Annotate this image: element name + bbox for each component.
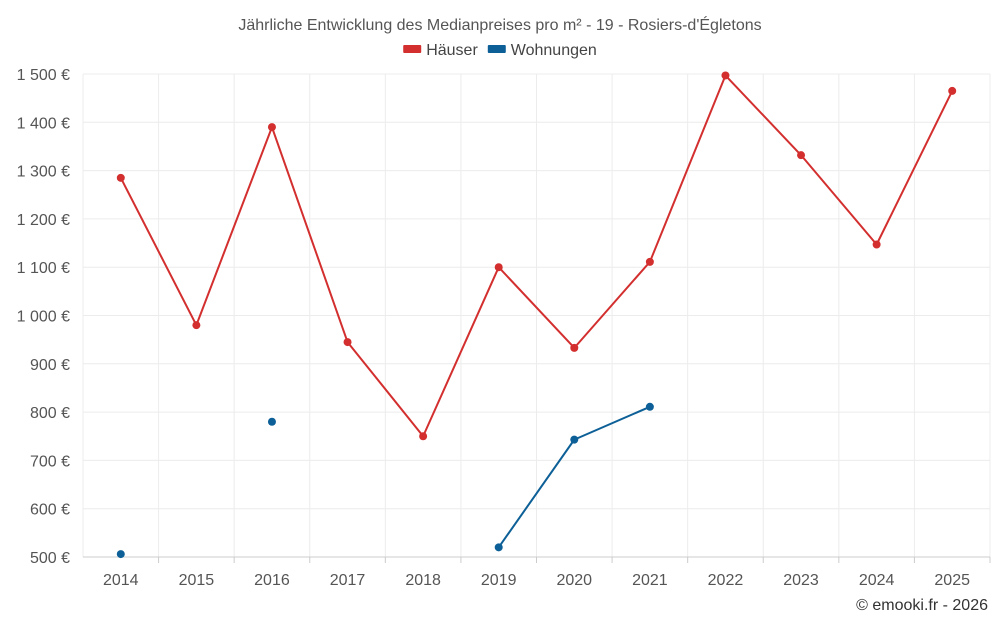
data-point[interactable] [419, 432, 428, 441]
credit-text: © emooki.fr - 2026 [856, 597, 988, 614]
x-tick-label: 2021 [632, 572, 668, 589]
x-tick-label: 2025 [934, 572, 970, 589]
y-tick-label: 900 € [30, 357, 70, 374]
y-tick-label: 600 € [30, 502, 70, 519]
data-point[interactable] [570, 343, 579, 352]
y-tick-label: 1 100 € [17, 260, 70, 277]
grid [82, 73, 991, 557]
x-tick-label: 2023 [783, 572, 819, 589]
data-point[interactable] [116, 173, 125, 182]
data-point[interactable] [494, 543, 503, 552]
data-point[interactable] [267, 417, 276, 426]
legend-label: Häuser [426, 42, 478, 59]
y-tick-label: 1 500 € [17, 67, 70, 84]
x-tick-label: 2024 [859, 572, 895, 589]
y-tick-label: 1 300 € [17, 164, 70, 181]
x-tick-label: 2018 [405, 572, 441, 589]
data-point[interactable] [343, 338, 352, 347]
data-point[interactable] [948, 86, 957, 95]
series-wohnungen [116, 402, 654, 559]
data-point[interactable] [645, 257, 654, 266]
y-tick-label: 800 € [30, 405, 70, 422]
x-tick-label: 2016 [254, 572, 290, 589]
legend-item-häuser[interactable]: Häuser [403, 42, 478, 59]
x-tick-label: 2019 [481, 572, 517, 589]
data-point[interactable] [872, 240, 881, 249]
chart-title: Jährliche Entwicklung des Medianpreises … [238, 15, 761, 34]
x-tick-label: 2020 [556, 572, 592, 589]
legend-swatch [487, 45, 506, 53]
legend-swatch [403, 45, 422, 53]
y-tick-label: 1 200 € [17, 212, 70, 229]
data-point[interactable] [570, 435, 579, 444]
y-tick-label: 700 € [30, 453, 70, 470]
legend-item-wohnungen[interactable]: Wohnungen [487, 42, 597, 59]
data-point[interactable] [192, 321, 201, 330]
x-tick-label: 2022 [708, 572, 744, 589]
x-tick-label: 2014 [103, 572, 139, 589]
data-point[interactable] [721, 71, 730, 80]
x-axis: 2014 2015 2016 2017 2018 2019 2020 2021 2022 2023… [83, 556, 991, 589]
data-point[interactable] [797, 151, 806, 160]
data-point[interactable] [494, 263, 503, 272]
data-point[interactable] [267, 123, 276, 132]
series-line [497, 405, 651, 548]
legend: Häuser Wohnungen [403, 42, 597, 59]
data-point[interactable] [116, 550, 125, 559]
legend-label: Wohnungen [511, 42, 597, 59]
y-tick-label: 1 000 € [17, 309, 70, 326]
y-tick-label: 1 400 € [17, 115, 70, 132]
data-point[interactable] [645, 402, 654, 411]
series-line [119, 74, 954, 438]
x-tick-label: 2015 [179, 572, 215, 589]
y-axis: 500 € 600 € 700 € 800 € 900 € 1 000 € 1 100 € 1… [17, 67, 70, 567]
y-tick-label: 500 € [30, 550, 70, 567]
x-tick-label: 2017 [330, 572, 366, 589]
series-häuser [116, 71, 957, 441]
plot-area [116, 71, 957, 559]
